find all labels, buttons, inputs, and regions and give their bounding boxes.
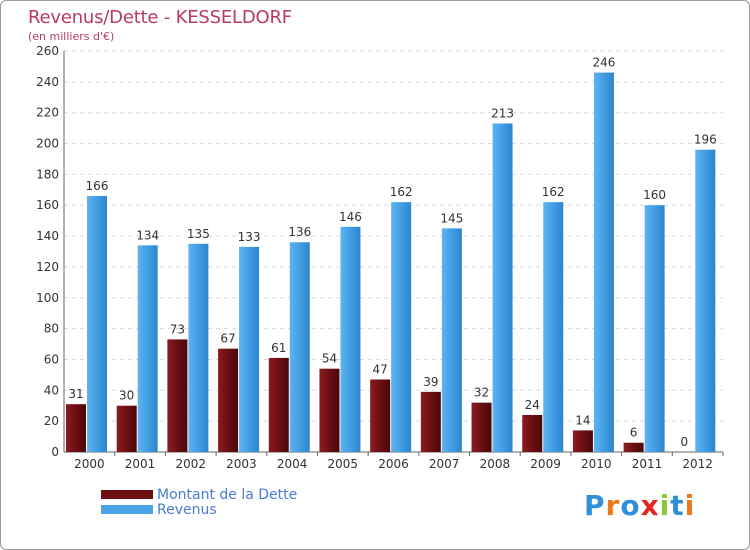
debt-data-label: 47 [373,363,388,377]
debt-bar [116,405,137,452]
x-tick-label: 2009 [530,457,561,471]
revenue-data-label: 146 [339,210,362,224]
revenue-data-label: 145 [440,211,463,225]
revenue-data-label: 162 [542,185,565,199]
debt-data-label: 6 [630,426,638,440]
revenue-bar [492,123,513,452]
x-tick-label: 2001 [125,457,156,471]
debt-bar [66,404,86,452]
y-tick-label: 0 [51,445,59,459]
debt-data-label: 30 [119,389,134,403]
debt-data-label: 32 [474,386,489,400]
debt-bar [167,339,188,452]
debt-data-label: 39 [423,375,438,389]
revenue-data-label: 133 [238,230,261,244]
x-tick-label: 2002 [175,457,206,471]
x-tick-label: 2007 [429,457,460,471]
legend-swatch-revenue [101,505,153,514]
y-tick-label: 260 [36,44,59,58]
x-tick-label: 2012 [682,457,713,471]
x-tick-label: 2003 [226,457,257,471]
legend-label-revenue: Revenus [157,502,217,518]
x-tick-label: 2008 [480,457,511,471]
y-tick-label: 60 [44,352,59,366]
debt-bar [623,442,644,452]
revenue-bar [137,245,158,452]
revenue-bar [593,72,614,452]
revenue-bar [239,246,260,452]
debt-bar [522,414,543,452]
x-tick-label: 2011 [632,457,663,471]
revenue-data-label: 134 [136,228,159,242]
logo-letter: r [605,489,621,522]
revenue-bar [695,149,716,452]
revenue-data-label: 162 [390,185,413,199]
y-tick-label: 40 [44,383,59,397]
logo-letter: x [640,489,660,522]
revenue-data-label: 160 [643,188,666,202]
y-tick-label: 220 [36,106,59,120]
logo-letter: P [584,489,606,522]
logo-letter: i [684,489,696,522]
y-tick-label: 180 [36,167,59,181]
x-tick-label: 2006 [378,457,409,471]
revenue-data-label: 135 [187,227,210,241]
revenue-data-label: 246 [592,56,615,70]
debt-bar [420,391,441,452]
y-tick-label: 100 [36,291,59,305]
legend-swatch-debt [101,490,153,499]
debt-data-label: 0 [680,435,688,449]
y-tick-label: 160 [36,198,59,212]
y-tick-label: 120 [36,260,59,274]
logo-letter: t [670,489,685,522]
proxiti-logo: Proxiti [584,489,695,522]
debt-bar [319,368,340,452]
revenue-data-label: 213 [491,106,514,120]
logo-letter: i [659,489,671,522]
revenue-data-label: 166 [86,179,109,193]
x-tick-label: 2000 [74,457,105,471]
debt-data-label: 24 [525,398,540,412]
revenue-bar [340,226,361,452]
y-tick-label: 240 [36,75,59,89]
debt-data-label: 14 [575,413,590,427]
debt-bar [572,430,593,452]
revenue-bar [543,202,564,452]
debt-data-label: 67 [220,332,235,346]
chart-subtitle: (en milliers d'€) [28,30,115,43]
revenue-bar [289,242,310,452]
debt-bar [471,402,492,452]
x-tick-label: 2005 [328,457,359,471]
legend-label-debt: Montant de la Dette [157,487,298,503]
revenue-bar [441,228,462,452]
y-tick-label: 20 [44,414,59,428]
logo-letter: o [620,489,641,522]
revenue-bar [391,202,412,452]
debt-bar [370,379,391,452]
debt-data-label: 73 [170,322,185,336]
revenue-bar [644,205,665,452]
debt-data-label: 54 [322,352,337,366]
x-tick-label: 2010 [581,457,612,471]
debt-data-label: 31 [68,387,83,401]
debt-bar [218,348,239,452]
chart-title: Revenus/Dette - KESSELDORF [28,7,292,28]
revenue-bar [188,243,209,452]
y-tick-label: 200 [36,137,59,151]
revenue-bar [87,195,107,452]
debt-data-label: 61 [271,341,286,355]
revenue-data-label: 196 [694,133,717,147]
y-tick-label: 80 [44,322,59,336]
revenue-data-label: 136 [288,225,311,239]
x-tick-label: 2004 [277,457,308,471]
debt-bar [268,357,289,452]
y-tick-label: 140 [36,229,59,243]
